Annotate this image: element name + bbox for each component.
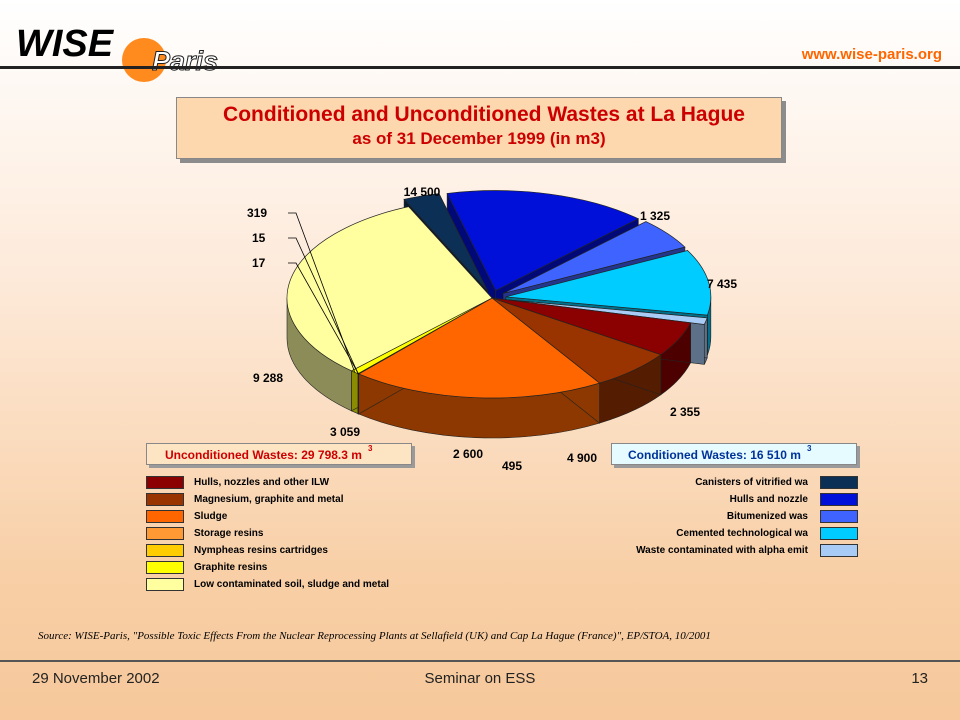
legend-item-bitumenized-was: Bitumenized was [560,508,858,525]
slice-value-label-canisters-of-vitrified-waste: 1 325 [640,209,670,223]
legend-item-hulls-nozzles-and-other-ilw: Hulls, nozzles and other ILW [146,474,389,491]
legend-label: Canisters of vitrified wa [695,477,808,488]
chart-subtitle: as of 31 December 1999 (in m3) [352,129,606,148]
legend-label: Cemented technological wa [676,528,808,539]
legend-swatch [146,578,184,591]
legend-unconditioned: Hulls, nozzles and other ILW Magnesium, g… [146,474,389,593]
legend-swatch [146,527,184,540]
legend-label: Sludge [194,511,228,522]
chart-title-box: Conditioned and Unconditioned Wastes at … [176,97,782,159]
slice-value-label-waste-contaminated-with-alpha-emitters: 495 [502,459,522,473]
legend-item-low-contaminated-soil-sludge-and-metal: Low contaminated soil, sludge and metal [146,576,389,593]
conditioned-total-label: Conditioned Wastes: 16 510 m [628,448,801,462]
slice-bitumenized-waste [503,221,686,294]
legend-swatch [820,510,858,523]
logo-sub-text: Paris [152,46,218,76]
slice-value-label-graphite-resins: 319 [247,206,267,220]
slice-canisters-of-vitrified-waste [403,193,488,291]
legend-conditioned: Canisters of vitrified wa Hulls and nozzl… [560,474,858,559]
wise-paris-logo: WISE Paris [16,23,219,82]
logo-orange-circle [122,38,166,82]
leader-line-nympheas-resins-cartridges [288,237,359,374]
legend-label: Graphite resins [194,562,268,573]
legend-swatch [820,476,858,489]
slice-value-label-cemented-technological-waste: 4 900 [567,451,597,465]
slice-sludge [357,297,601,399]
pie-labels: 1 325 7 435 2 355 4 900 495 2 600 3 059 9 288 17… [247,185,737,473]
header-rule [0,66,960,69]
legend-label: Magnesium, graphite and metal [194,494,344,505]
unconditioned-total-box: Unconditioned Wastes: 29 798.3 m 3 [146,443,412,465]
slice-value-label-sludge: 9 288 [253,371,283,385]
legend-swatch [146,561,184,574]
legend-swatch [146,493,184,506]
conditioned-total-box: Conditioned Wastes: 16 510 m 3 [611,443,857,465]
slice-value-label-low-contaminated-soil-sludge-and-metal: 14 500 [404,185,441,199]
slice-cemented-technological-waste [505,250,712,316]
slice-value-label-bitumenized-waste: 2 355 [670,405,700,419]
source-citation: Source: WISE-Paris, "Possible Toxic Effe… [38,630,711,642]
legend-swatch [820,544,858,557]
legend-swatch [146,510,184,523]
site-url-link[interactable]: www.wise-paris.org [801,46,942,63]
legend-label: Hulls and nozzle [729,494,808,505]
slice-value-label-hulls-and-nozzles: 7 435 [707,277,737,291]
footer-event: Seminar on ESS [424,670,536,687]
legend-item-nympheas-resins-cartridges: Nympheas resins cartridges [146,542,389,559]
footer-page-number: 13 [911,670,928,687]
slice-value-label-nympheas-resins-cartridges: 15 [252,231,266,245]
legend-label: Nympheas resins cartridges [194,545,328,556]
legend-swatch [820,527,858,540]
legend-item-magnesium-graphite-and-metal: Magnesium, graphite and metal [146,491,389,508]
leader-line-storage-resins [288,262,359,375]
footer-date: 29 November 2002 [32,670,160,687]
chart-title: Conditioned and Unconditioned Wastes at … [223,103,745,126]
pie-tops [286,190,712,399]
legend-item-sludge: Sludge [146,508,389,525]
legend-swatch [820,493,858,506]
legend-label: Low contaminated soil, sludge and metal [194,579,390,590]
conditioned-total-sup: 3 [806,444,812,453]
legend-label: Storage resins [194,528,264,539]
legend-swatch [146,544,184,557]
logo-main-text: WISE [16,23,115,65]
legend-label: Bitumenized was [726,511,808,522]
legend-label: Waste contaminated with alpha emit [636,545,808,556]
legend-label: Hulls, nozzles and other ILW [194,477,330,488]
footer-rule [0,660,960,662]
legend-item-storage-resins: Storage resins [146,525,389,542]
legend-item-waste-contaminated-with-alpha-emit: Waste contaminated with alpha emit [560,542,858,559]
slice-value-label-storage-resins: 17 [252,256,266,270]
legend-item-canisters-of-vitrified-wa: Canisters of vitrified wa [560,474,858,491]
unconditioned-total-label: Unconditioned Wastes: 29 798.3 m [165,448,362,462]
legend-item-cemented-technological-wa: Cemented technological wa [560,525,858,542]
slice-hulls-and-nozzles [446,190,640,292]
legend-swatch [146,476,184,489]
slice-value-label-hulls-nozzles-and-other-ilw: 2 600 [453,447,483,461]
unconditioned-total-sup: 3 [367,444,373,453]
legend-item-hulls-and-nozzle: Hulls and nozzle [560,491,858,508]
leader-line-graphite-resins [288,212,356,373]
legend-item-graphite-resins: Graphite resins [146,559,389,576]
slice-value-label-magnesium-graphite-and-metal: 3 059 [330,425,360,439]
